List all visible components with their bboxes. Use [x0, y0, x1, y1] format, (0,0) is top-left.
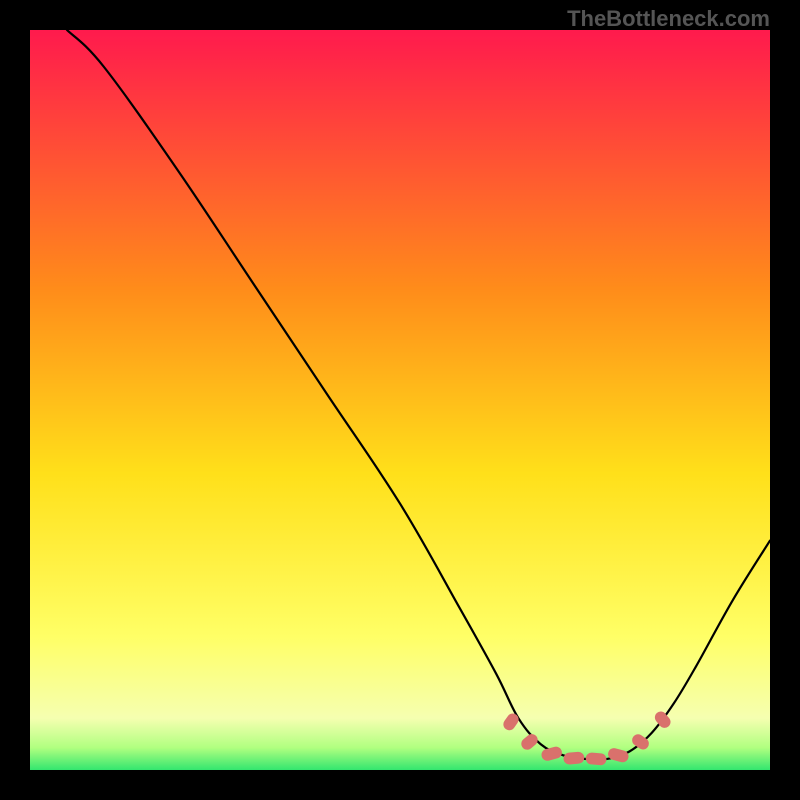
plot-area	[30, 30, 770, 770]
gradient-background	[30, 30, 770, 770]
chart-canvas: TheBottleneck.com	[0, 0, 800, 800]
plot-svg	[30, 30, 770, 770]
watermark-text: TheBottleneck.com	[567, 6, 770, 32]
